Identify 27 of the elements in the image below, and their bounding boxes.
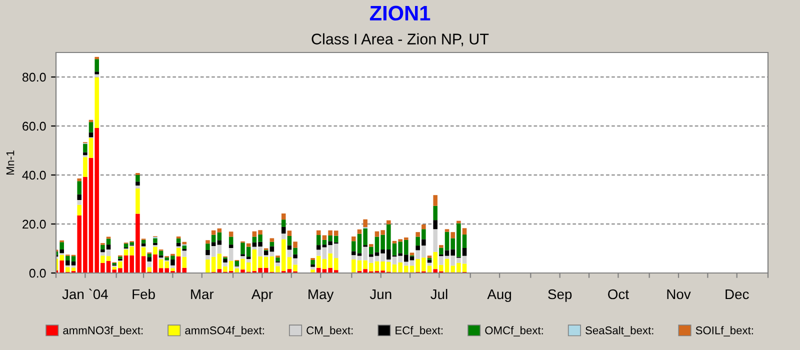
- y-tick-label: 80.0: [22, 72, 46, 82]
- x-tick-label: Jul: [430, 288, 448, 300]
- y-tick-label: 0.0: [29, 268, 46, 278]
- x-tick-label: Mar: [191, 289, 214, 300]
- x-tick-label: Jan `04: [62, 288, 108, 300]
- y-tick-label: 40.0: [22, 170, 46, 180]
- x-tick-label: Jun: [370, 289, 392, 300]
- legend-label: ammSO4f_bext:: [185, 326, 264, 336]
- x-tick-label: Dec: [726, 289, 749, 300]
- x-tick-label: Feb: [132, 288, 155, 300]
- x-tick-label: Apr: [251, 289, 273, 302]
- x-tick-label: Sep: [548, 289, 572, 302]
- legend-label: ECf_bext:: [396, 326, 443, 336]
- legend-label: CM_bext:: [306, 326, 353, 336]
- legend-label: SeaSalt_bext:: [586, 326, 654, 336]
- y-tick-label: 60.0: [22, 122, 46, 131]
- x-tick-label: Oct: [608, 289, 629, 300]
- x-tick-label: Nov: [667, 289, 691, 300]
- chart-title: ZION1: [370, 6, 430, 21]
- legend-label: OMCf_bext:: [485, 326, 543, 336]
- x-tick-label: Aug: [487, 289, 512, 302]
- x-tick-label: May: [308, 289, 334, 302]
- chart-subtitle: Class I Area - Zion NP, UT: [312, 33, 489, 46]
- legend-label: ammNO3f_bext:: [63, 326, 143, 336]
- y-tick-label: 20.0: [22, 220, 46, 229]
- y-axis-title: Mn-1: [6, 150, 14, 174]
- legend-label: SOILf_bext:: [696, 326, 753, 336]
